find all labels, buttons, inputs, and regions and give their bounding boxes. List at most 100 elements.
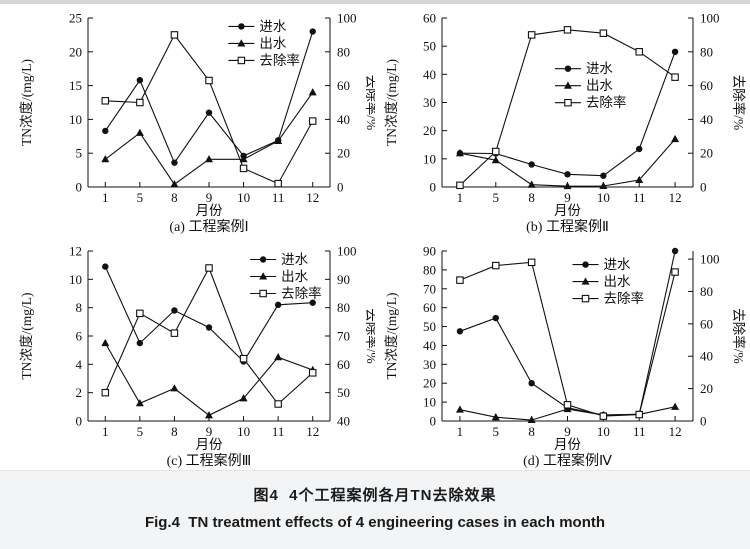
removal-marker xyxy=(599,412,608,420)
left-tick-label: 10 xyxy=(423,395,436,410)
y-axis-label-right: 去除率/% xyxy=(364,75,375,131)
legend-item-influent: 进水 xyxy=(572,257,631,272)
effluent-marker xyxy=(101,338,110,347)
influent-marker xyxy=(528,380,535,387)
right-tick-label: 0 xyxy=(337,180,344,195)
removal-marker xyxy=(456,276,464,284)
left-tick-label: 12 xyxy=(69,244,82,259)
left-tick-label: 0 xyxy=(430,180,437,195)
figure-caption-en: Fig.4 TN treatment effects of 4 engineer… xyxy=(144,514,606,531)
x-axis-label: 月份 xyxy=(196,203,223,218)
x-tick-label: 12 xyxy=(306,190,319,205)
right-tick-label: 80 xyxy=(337,300,350,315)
influent-marker xyxy=(564,171,571,178)
influent-marker xyxy=(492,314,499,322)
y-axis-label-left: TN浓度/(mg/L) xyxy=(384,293,399,380)
effluent-marker xyxy=(205,155,213,163)
subplot-title: (b) 工程案例Ⅱ xyxy=(526,218,609,234)
right-tick-label: 80 xyxy=(337,44,350,59)
effluent-legend-marker xyxy=(581,277,590,285)
left-tick-label: 20 xyxy=(423,123,436,138)
left-tick-label: 6 xyxy=(76,329,83,344)
removal-line xyxy=(459,261,676,417)
x-tick-label: 8 xyxy=(171,190,178,205)
x-tick-label: 1 xyxy=(102,190,109,205)
effluent-marker xyxy=(205,411,213,419)
effluent-marker xyxy=(671,402,680,410)
influent-marker xyxy=(205,109,213,116)
right-tick-label: 40 xyxy=(700,349,713,364)
legend-label: 进水 xyxy=(281,252,308,267)
effluent-marker xyxy=(170,384,179,392)
legend-item-influent: 进水 xyxy=(228,19,287,34)
influent-line xyxy=(459,250,676,416)
removal-marker xyxy=(274,400,282,408)
influent-marker xyxy=(171,307,178,314)
left-tick-label: 20 xyxy=(69,44,82,59)
left-tick-label: 15 xyxy=(69,78,82,93)
right-tick-label: 100 xyxy=(700,252,720,267)
influent-legend-marker xyxy=(564,65,572,72)
legend-item-effluent: 出水 xyxy=(554,78,613,93)
effluent-marker xyxy=(274,353,283,361)
figure-caption-zh: 图4 4个工程案例各月TN去除效果 xyxy=(253,487,497,504)
x-tick-label: 12 xyxy=(669,190,682,205)
legend-label: 出水 xyxy=(281,269,308,284)
left-tick-label: 30 xyxy=(423,95,436,110)
charts-grid: 0 5 10 15 20 25 0 20 40 60 80 100 1 5 8 9 10 11 12 TN浓度/(mg… xyxy=(0,4,750,470)
right-tick-label: 90 xyxy=(337,272,350,287)
removal-marker xyxy=(101,388,110,397)
subplot-title: (d) 工程案例Ⅳ xyxy=(523,452,612,469)
left-tick-label: 10 xyxy=(69,272,82,287)
legend-label: 出水 xyxy=(586,78,613,93)
left-tick-label: 60 xyxy=(423,300,436,315)
left-tick-label: 10 xyxy=(69,112,82,127)
effluent-marker xyxy=(455,149,464,157)
right-tick-label: 80 xyxy=(700,284,713,299)
influent-marker xyxy=(274,301,282,309)
x-tick-label: 8 xyxy=(171,424,178,439)
removal-marker xyxy=(671,268,679,276)
effluent-marker xyxy=(455,405,464,413)
x-axis-label: 月份 xyxy=(554,203,582,218)
influent-marker xyxy=(309,28,316,35)
x-tick-label: 11 xyxy=(272,190,285,205)
right-tick-label: 60 xyxy=(337,78,350,93)
legend-item-removal: 去除率 xyxy=(554,94,626,110)
removal-marker xyxy=(635,48,643,56)
chart-d-container: 0 10 20 30 40 50 60 70 80 90 0 20 40 60 80 100 1 5 8 9 10 11 1… xyxy=(375,234,750,470)
figure-caption-block: 图4 4个工程案例各月TN去除效果 Fig.4 TN treatment eff… xyxy=(0,470,750,549)
influent-marker xyxy=(102,127,109,135)
left-tick-label: 50 xyxy=(423,39,436,54)
x-tick-label: 9 xyxy=(564,424,571,439)
left-tick-label: 40 xyxy=(423,338,436,353)
chart-c-container: 0 2 4 6 8 10 12 40 50 60 70 80 90 100 1 5 8 9 10 11 12 TN浓度/(… xyxy=(0,234,375,470)
right-tick-label: 20 xyxy=(700,146,713,161)
removal-marker xyxy=(308,369,317,377)
influent-line xyxy=(104,31,314,164)
x-tick-label: 11 xyxy=(633,424,646,439)
x-tick-label: 10 xyxy=(237,424,250,439)
removal-marker xyxy=(563,401,572,409)
effluent-marker xyxy=(239,394,248,402)
right-tick-label: 60 xyxy=(700,78,713,93)
legend-label: 进水 xyxy=(259,19,286,34)
left-tick-label: 0 xyxy=(76,414,83,429)
influent-legend-marker xyxy=(238,23,245,30)
left-tick-label: 50 xyxy=(423,319,436,334)
left-tick-label: 40 xyxy=(423,67,436,82)
chart-a-container: 0 5 10 15 20 25 0 20 40 60 80 100 1 5 8 9 10 11 12 TN浓度/(mg… xyxy=(0,4,375,235)
right-tick-label: 40 xyxy=(337,112,350,127)
x-tick-label: 10 xyxy=(597,424,610,439)
removal-marker xyxy=(456,181,464,190)
right-tick-label: 50 xyxy=(337,385,350,400)
x-tick-label: 10 xyxy=(237,190,250,205)
legend-item-influent: 进水 xyxy=(554,61,613,76)
y-axis-label-right: 去除率/% xyxy=(731,308,747,364)
x-tick-label: 5 xyxy=(493,424,500,439)
removal-legend-marker xyxy=(581,294,590,303)
influent-marker xyxy=(636,145,643,153)
removal-marker xyxy=(239,164,248,173)
x-tick-label: 12 xyxy=(306,424,319,439)
left-tick-label: 2 xyxy=(76,385,83,400)
